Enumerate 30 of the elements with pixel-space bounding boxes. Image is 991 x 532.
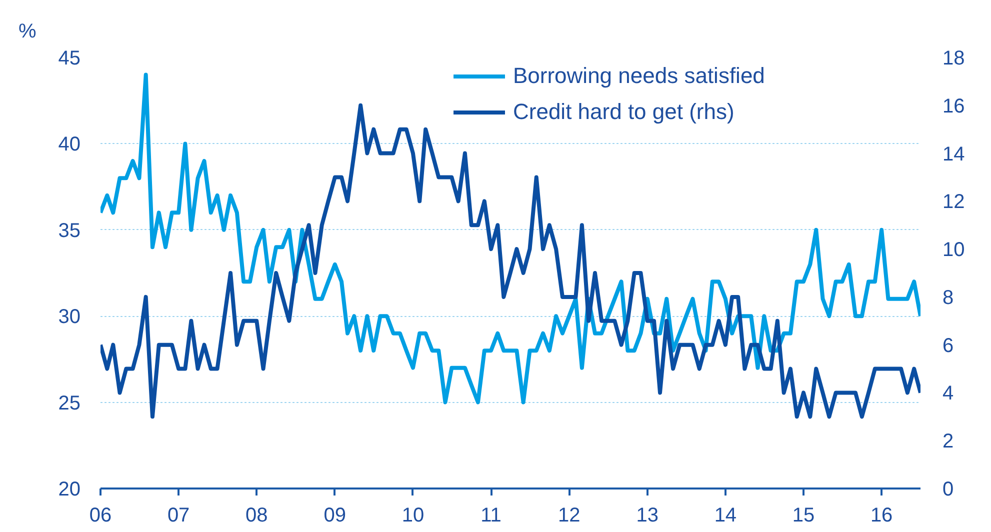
y-tick-label: 20 [58,478,81,500]
y2-tick-label: 4 [942,382,954,405]
x-tick-label: 12 [558,504,580,526]
y2-tick-label: 6 [942,334,954,357]
x-tick-label: 08 [246,504,268,526]
y-tick-label: 25 [58,392,81,414]
y2-tick-label: 2 [942,430,954,453]
y-tick-label: 40 [58,134,81,156]
y-tick-label: 45 [58,48,81,70]
y2-tick-label: 0 [942,478,954,500]
y2-tick-label: 14 [942,143,965,166]
y2-tick-label: 16 [942,95,965,118]
x-tick-label: 13 [636,504,659,526]
legend-label: Credit hard to get (rhs) [513,99,736,125]
y2-tick-label: 10 [942,239,965,262]
y2-tick-label: 8 [942,286,954,309]
x-tick-label: 16 [870,504,893,526]
y-tick-label: 35 [58,220,81,242]
x-tick-label: 10 [402,504,424,526]
x-tick-label: 15 [792,504,815,526]
y2-tick-label: 18 [942,48,965,70]
y2-tick-label: 12 [942,191,965,214]
x-tick-label: 14 [714,504,737,526]
x-tick-label: 11 [480,504,502,526]
legend-label: Borrowing needs satisfied [513,63,766,89]
y-axis-title: % [18,20,36,42]
x-tick-label: 07 [167,504,190,526]
x-tick-label: 09 [324,504,346,526]
x-tick-label: 06 [89,504,112,526]
y-tick-label: 30 [58,306,81,328]
